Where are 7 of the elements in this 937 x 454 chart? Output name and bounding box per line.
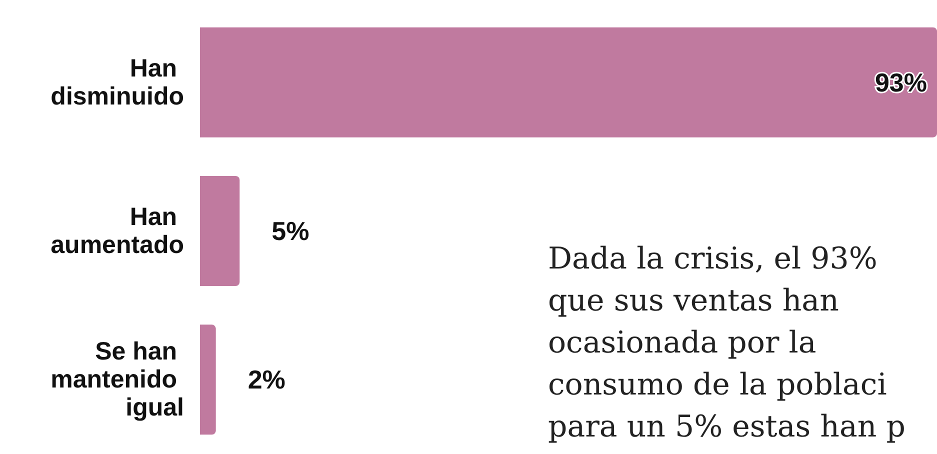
data-label: 93% [874,67,927,98]
y-tick-label: Han aumentado [50,203,184,259]
data-label: 5% [272,216,310,246]
y-tick-label: Se han mantenido igual [50,338,184,422]
data-label: 2% [248,364,286,395]
annotation: Dada la crisis, el 93% que sus ventas han ocasionada por la consumo de la poblaci para un 5% estas han p [548,242,906,444]
y-tick-label: Han disminuido [50,54,184,110]
